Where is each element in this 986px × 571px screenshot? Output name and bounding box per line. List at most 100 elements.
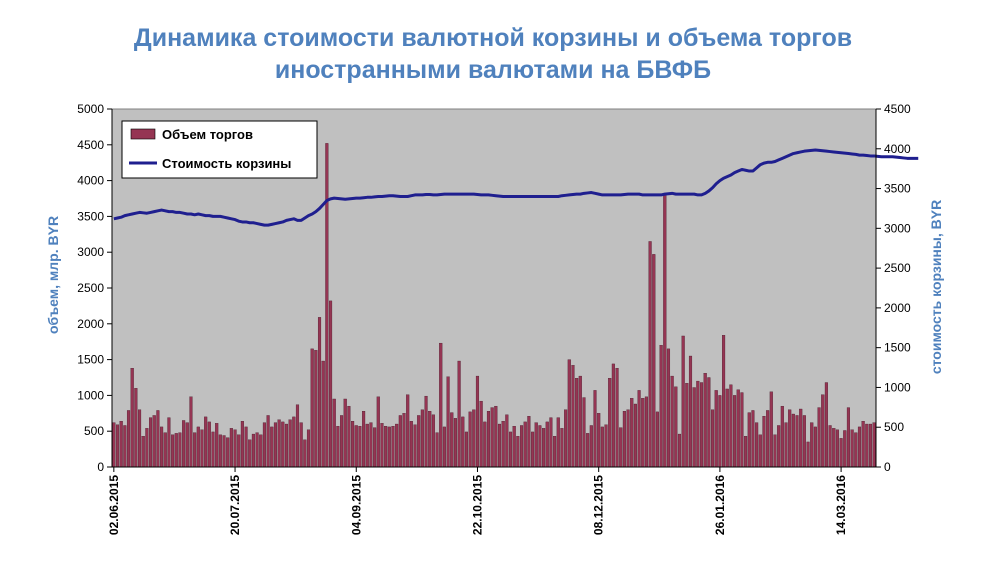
bar-14: [163, 432, 167, 468]
bar-199: [843, 430, 847, 468]
bar-11: [152, 415, 156, 468]
bar-122: [560, 428, 564, 468]
bar-27: [211, 431, 215, 468]
bar-148: [655, 411, 659, 468]
bar-18: [178, 432, 182, 468]
bar-75: [387, 426, 391, 468]
line-series-basket-cost: [113, 148, 919, 227]
bar-185: [791, 413, 795, 468]
bar-141: [630, 398, 634, 468]
bar-109: [512, 426, 516, 468]
bar-178: [766, 410, 770, 468]
bar-85: [424, 395, 428, 468]
bar-181: [777, 425, 781, 468]
bar-117: [542, 428, 546, 468]
bar-35: [240, 421, 244, 468]
bar-138: [619, 427, 623, 468]
bar-93: [453, 418, 457, 468]
bar-137: [615, 368, 619, 468]
bar-203: [857, 426, 862, 468]
bar-16: [171, 434, 175, 468]
bar-8: [141, 436, 145, 468]
bar-46: [281, 421, 285, 468]
bar-159: [696, 380, 700, 468]
bar-95: [461, 416, 465, 468]
bar-184: [788, 409, 792, 468]
bar-163: [711, 409, 715, 468]
bar-45: [277, 419, 281, 468]
bar-1: [115, 424, 120, 468]
bar-168: [729, 384, 733, 468]
bar-150: [663, 194, 667, 468]
bar-175: [755, 422, 759, 468]
bar-69: [365, 423, 369, 468]
bar-90: [442, 426, 446, 468]
bar-160: [699, 382, 704, 468]
bar-170: [736, 389, 740, 468]
bar-107: [505, 414, 509, 468]
left-tick-label: 4500: [77, 138, 104, 152]
bar-40: [259, 434, 263, 468]
bar-154: [677, 433, 682, 468]
bar-48: [288, 419, 292, 468]
bar-187: [799, 408, 803, 468]
bar-158: [692, 387, 696, 468]
bar-193: [821, 394, 825, 468]
chart-title-line-1: Динамика стоимости валютной корзины и об…: [133, 24, 853, 52]
bar-56: [317, 317, 322, 468]
bar-133: [600, 426, 604, 468]
bar-205: [865, 423, 869, 468]
left-tick-label: 0: [97, 460, 104, 474]
bar-39: [255, 432, 259, 468]
bar-73: [380, 423, 384, 468]
left-tick-label: 4000: [77, 174, 104, 188]
bar-15: [167, 417, 171, 468]
bar-36: [244, 426, 248, 468]
bar-34: [237, 434, 241, 468]
bar-22: [193, 432, 197, 468]
bar-196: [832, 428, 836, 468]
bar-142: [633, 403, 637, 468]
bar-55: [314, 350, 318, 468]
x-axis: 02.06.2015 20.07.2015 04.09.2015 22.10.2015…: [107, 466, 876, 535]
right-tick-label: 3500: [884, 182, 911, 196]
bar-169: [733, 395, 737, 468]
bar-173: [747, 412, 751, 468]
bar-182: [780, 405, 784, 468]
left-tick-label: 5000: [77, 102, 104, 116]
bar-177: [762, 416, 766, 468]
bar-96: [464, 431, 468, 468]
bar-89: [439, 342, 443, 468]
left-tick-label: 3500: [77, 209, 104, 223]
bar-103: [490, 407, 494, 468]
bar-72: [376, 396, 380, 468]
bar-12: [156, 410, 160, 468]
bar-9: [145, 428, 149, 468]
bar-121: [556, 417, 560, 468]
bar-19: [182, 420, 186, 468]
bar-71: [373, 427, 377, 468]
bar-123: [564, 409, 568, 468]
bar-24: [200, 429, 204, 468]
bar-series-volume: [112, 143, 876, 468]
bar-119: [549, 417, 553, 468]
bar-135: [608, 378, 612, 468]
bar-152: [670, 375, 674, 468]
bar-171: [740, 392, 744, 468]
bar-66: [354, 425, 358, 468]
bar-136: [611, 363, 615, 468]
bar-162: [707, 377, 711, 468]
bar-125: [571, 365, 575, 468]
bar-5: [130, 368, 134, 468]
bar-43: [270, 426, 274, 468]
bar-192: [817, 407, 821, 468]
right-y-axis: 0 500 1000 1500 2000 2500 3000 3500 4000 4500: [875, 102, 911, 474]
bar-156: [685, 383, 689, 468]
bar-98: [472, 409, 476, 468]
bar-198: [839, 438, 843, 468]
bar-26: [207, 421, 211, 468]
bar-92: [450, 412, 454, 468]
bar-112: [523, 421, 527, 468]
left-axis-label: объем, млр. BYR: [45, 216, 61, 334]
bar-206: [868, 423, 873, 468]
